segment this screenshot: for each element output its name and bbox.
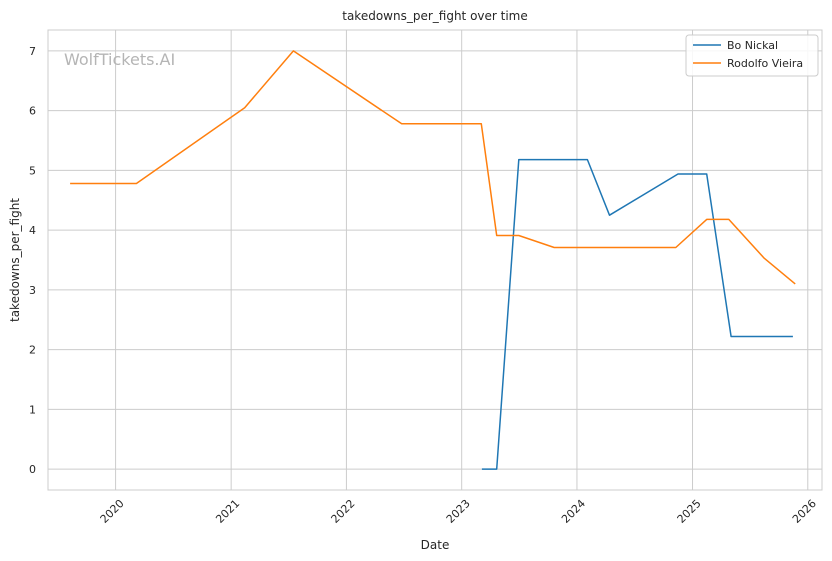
plot-frame xyxy=(47,29,823,491)
legend-label-bo-nickal: Bo Nickal xyxy=(727,39,778,52)
y-tick-label: 4 xyxy=(29,224,36,237)
y-tick-label: 1 xyxy=(29,403,36,416)
y-tick-label: 3 xyxy=(29,284,36,297)
grid-lines xyxy=(48,30,822,490)
series-lines xyxy=(70,50,796,470)
series-line-bo-nickal xyxy=(481,158,793,470)
legend: Bo Nickal Rodolfo Vieira xyxy=(685,34,819,77)
y-tick-label: 5 xyxy=(29,164,36,177)
y-tick-label: 2 xyxy=(29,344,36,357)
y-tick-label: 6 xyxy=(29,105,36,118)
x-axis-title: Date xyxy=(421,538,450,552)
y-axis-title: takedowns_per_fight xyxy=(8,198,22,322)
chart-title: takedowns_per_fight over time xyxy=(342,9,528,23)
y-tick-label: 0 xyxy=(29,463,36,476)
y-tick-labels: 0 1 2 3 4 5 6 7 xyxy=(29,45,36,476)
watermark: WolfTickets.AI xyxy=(64,50,175,69)
series-line-rodolfo-vieira xyxy=(70,50,796,285)
y-tick-label: 7 xyxy=(29,45,36,58)
legend-label-rodolfo-vieira: Rodolfo Vieira xyxy=(727,57,803,70)
